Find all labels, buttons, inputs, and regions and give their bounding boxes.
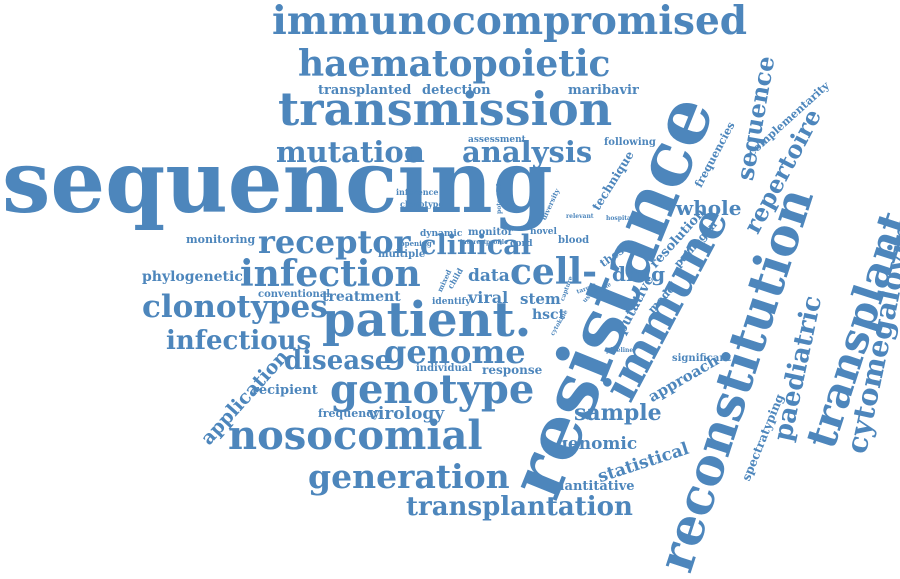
word-immunocompromised: immunocompromised	[272, 0, 748, 44]
word-profile: profile	[486, 239, 508, 246]
word-infectious: infectious	[166, 326, 312, 356]
word-clonotypes: clonotypes	[142, 289, 328, 325]
word-receptor: receptor	[258, 223, 411, 261]
word-infection: infection	[240, 253, 421, 295]
word-drug: drug	[612, 262, 666, 286]
word-clonotype: clonotype	[400, 199, 444, 209]
word-treatment: treatment	[322, 289, 401, 305]
word-genome: genome	[384, 333, 526, 371]
word-mutation: mutation	[276, 135, 425, 169]
word-transmission: transmission	[278, 82, 613, 136]
word-cell: cell-	[510, 251, 598, 293]
word-monitoring: monitoring	[186, 233, 256, 246]
word-virology: virology	[368, 404, 445, 424]
word-significant: significant	[672, 353, 732, 364]
word-viral: viral	[468, 288, 509, 307]
word-transplanted: transplanted	[318, 83, 412, 98]
word-cord: cord	[510, 239, 533, 249]
word-disease: disease	[284, 346, 392, 376]
word-sequencing: sequencing	[2, 132, 553, 233]
word-potential: potential	[496, 183, 503, 214]
word-stem: stem	[520, 290, 561, 308]
word-monitor: monitor	[468, 227, 513, 238]
word-assessment: assessment	[468, 135, 526, 145]
word-dynamic: dynamic	[420, 229, 463, 239]
word-identify: identify	[432, 297, 471, 307]
word-generation: generation	[308, 457, 510, 496]
word-interest: interest	[460, 239, 487, 246]
word-response: response	[482, 363, 543, 377]
word-hsct: hsct	[532, 307, 566, 323]
word-multiple: multiple	[378, 249, 426, 260]
word-opening: opening	[400, 239, 432, 248]
word-conventional: conventional	[258, 289, 331, 300]
word-novel: novel	[530, 227, 557, 237]
word-transplantation: transplantation	[406, 492, 633, 522]
word-following: following	[604, 137, 656, 148]
word-individual: individual	[416, 363, 473, 374]
word-frequency: frequency	[318, 407, 380, 420]
word-hospital: hospital	[606, 215, 634, 222]
word-blood: blood	[558, 235, 590, 246]
word-phylogenetic: phylogenetic	[142, 269, 243, 285]
word-relevant: relevant	[566, 213, 594, 220]
word-inference: inference	[396, 187, 439, 197]
word-data: data	[468, 266, 510, 286]
word-clinical: clinical	[420, 230, 532, 261]
word-detection: detection	[422, 83, 491, 98]
word-haematopoietic: haematopoietic	[298, 43, 611, 85]
word-quantitative: quantitative	[546, 479, 635, 494]
word-pipeline: pipeline	[606, 347, 634, 354]
word-whole: whole	[676, 196, 742, 220]
word-nosocomial: nosocomial	[228, 412, 483, 459]
word-maribavir: maribavir	[568, 83, 639, 98]
word-patient: patient.	[322, 292, 532, 348]
word-recipient: recipient	[252, 383, 318, 398]
word-genotype: genotype	[330, 366, 535, 413]
word-genomic: genomic	[556, 434, 638, 454]
word-analysis: analysis	[462, 135, 593, 169]
word-sample: sample	[574, 400, 662, 426]
